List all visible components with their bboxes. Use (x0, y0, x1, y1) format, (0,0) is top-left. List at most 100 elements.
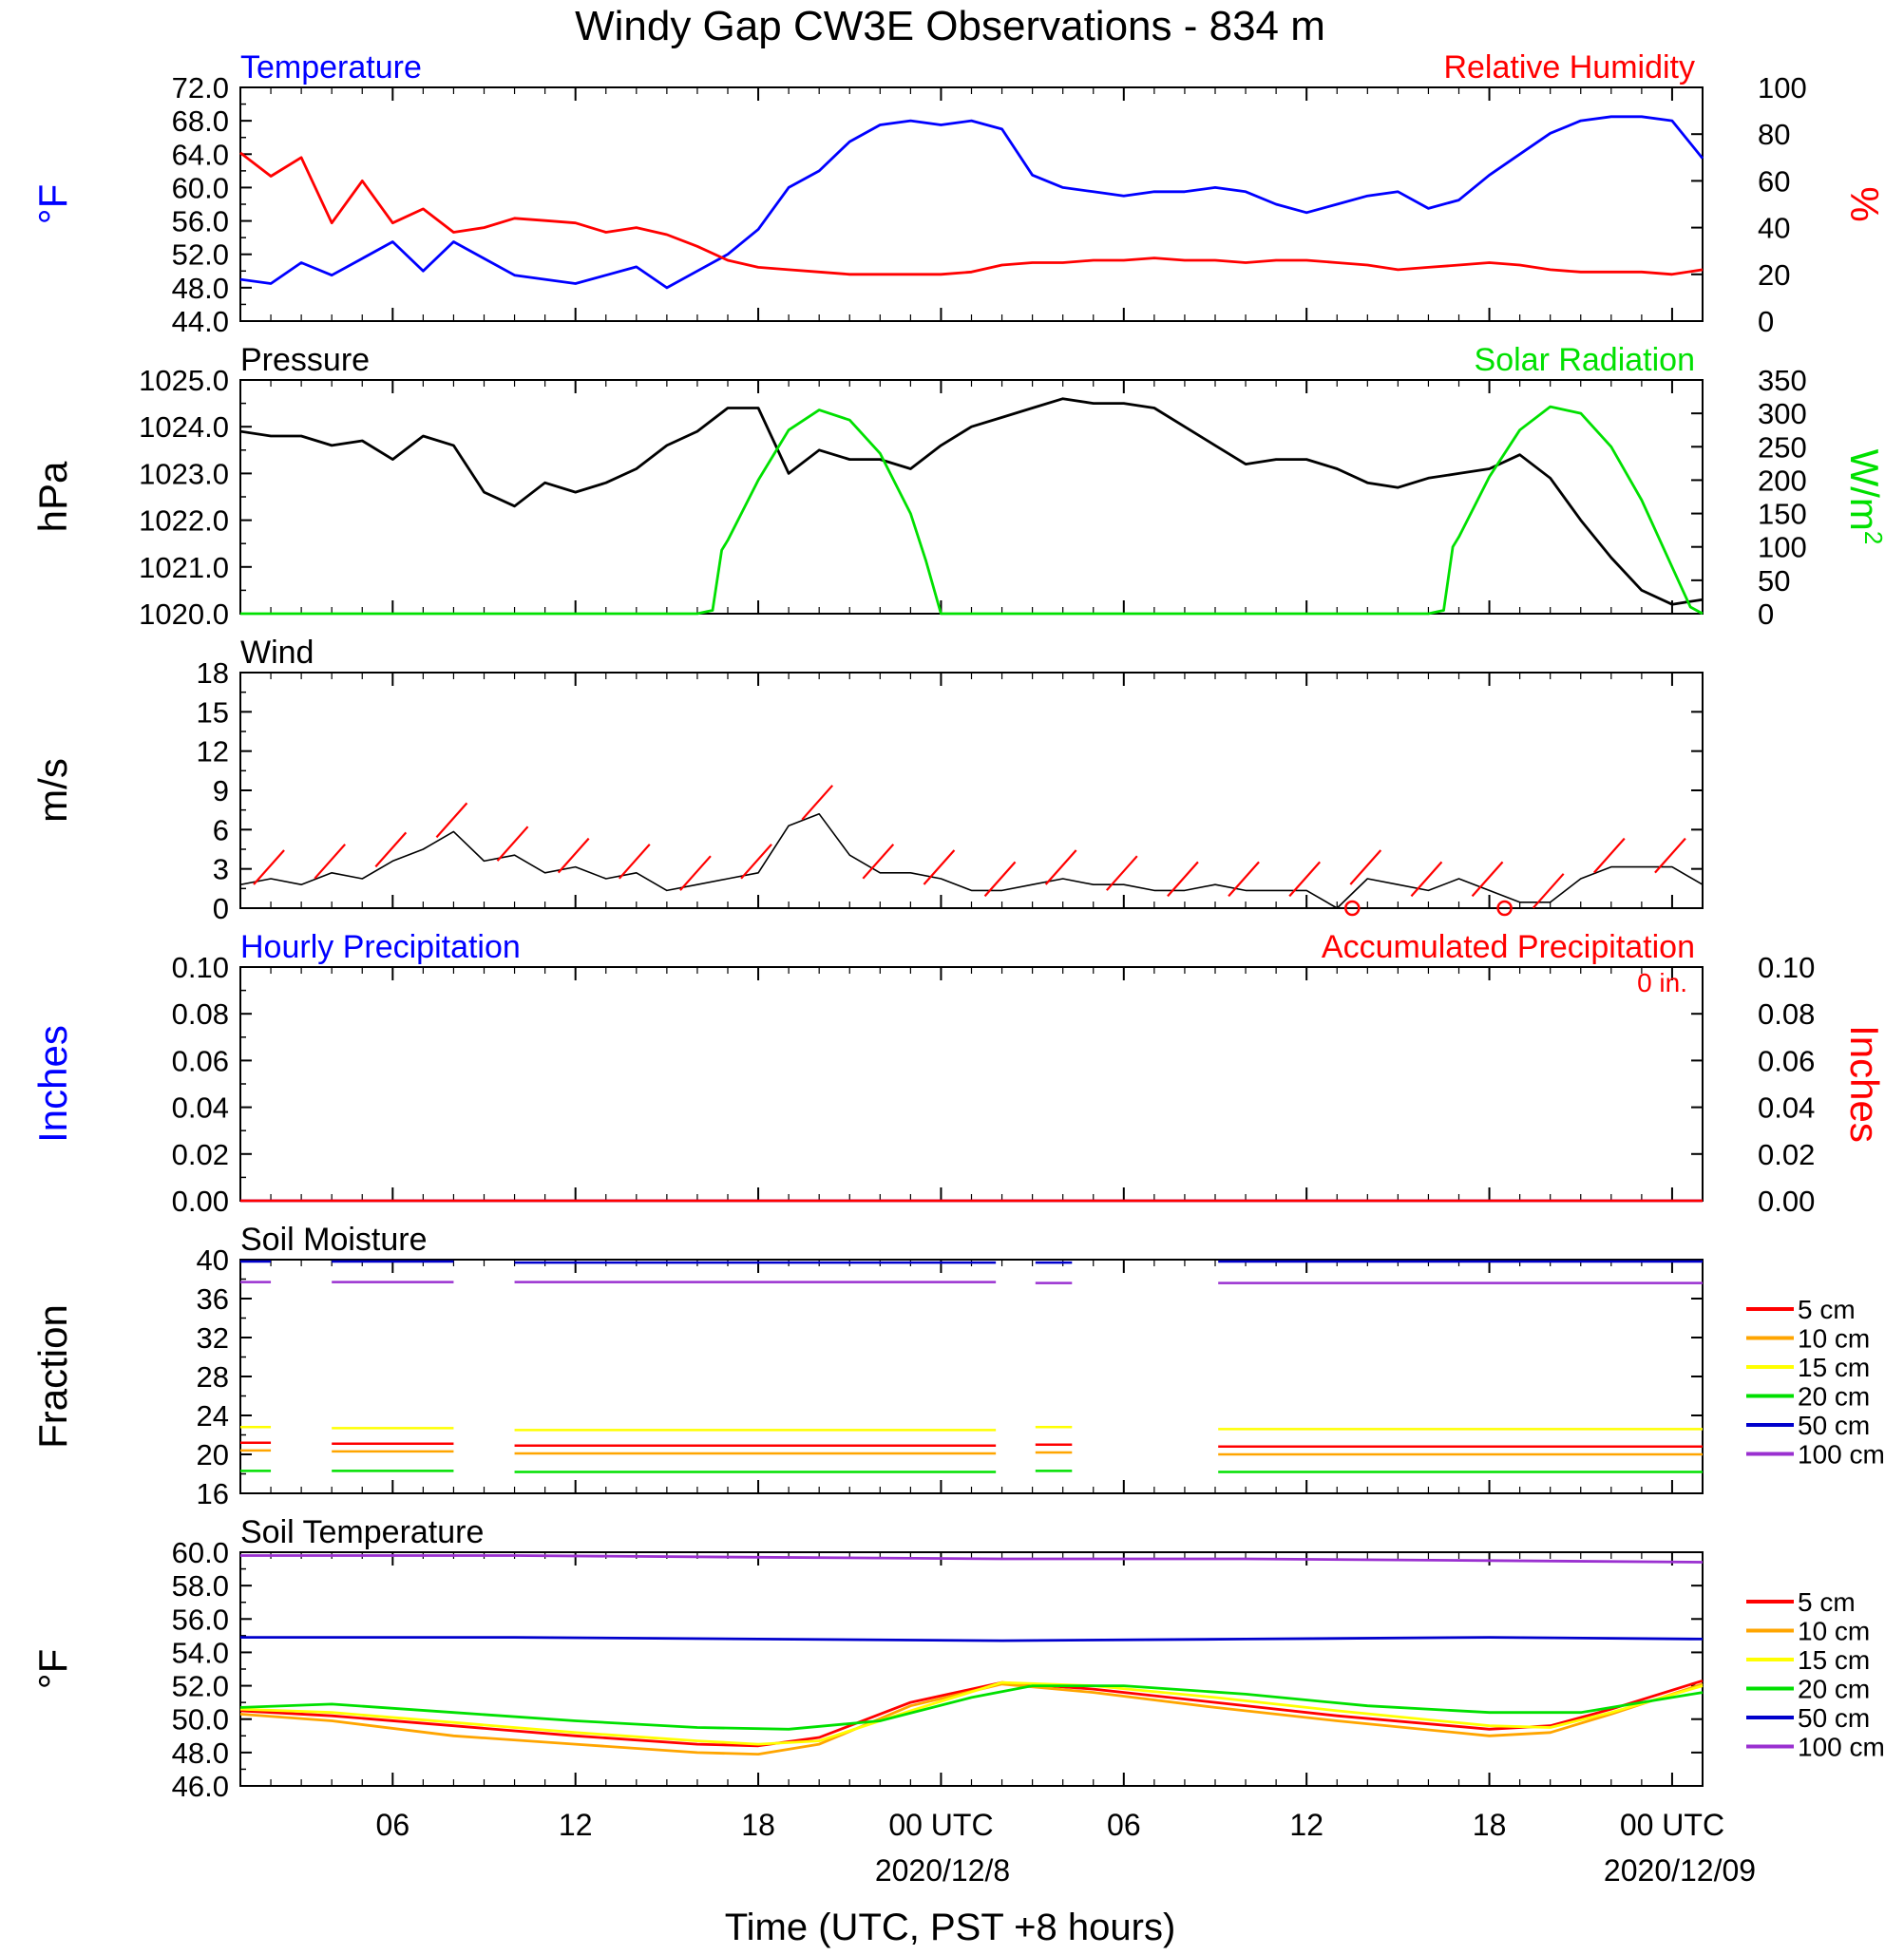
y-tick-label: 28 (197, 1360, 229, 1394)
y-right-tick-label: 0 (1758, 598, 1774, 631)
panel-soil_temperature: 60.058.056.054.052.050.048.046.0 Soil Tem… (30, 1514, 1885, 1803)
y-tick-label: 72.0 (172, 71, 229, 104)
y-tick-label: 12 (197, 735, 229, 769)
y-tick-label: 0.04 (172, 1091, 229, 1125)
wind-barb (801, 785, 834, 821)
y-axis-label-right: Inches (1842, 1025, 1887, 1143)
y-tick-label: 52.0 (172, 238, 229, 272)
panel-frame (239, 86, 1704, 322)
y-tick-label: 0.02 (172, 1138, 229, 1171)
panel-title-left: Soil Temperature (240, 1514, 484, 1550)
x-tick-label: 06 (1107, 1808, 1141, 1842)
series-line-20-cm (239, 1684, 1704, 1731)
y-right-tick-label: 60 (1758, 164, 1790, 198)
y-axis-label-left: °F (30, 1649, 75, 1689)
legend-label: 5 cm (1798, 1587, 1856, 1617)
wind-barb (923, 849, 956, 885)
series-line-wind (239, 812, 1704, 909)
legend-label: 50 cm (1798, 1411, 1870, 1440)
x-tick-label: 00 UTC (888, 1808, 993, 1842)
x-tick-label: 18 (741, 1808, 775, 1842)
wind-barb (496, 826, 529, 862)
y-right-tick-label: 350 (1758, 364, 1807, 397)
y-tick-label: 1023.0 (139, 457, 229, 490)
y-tick-label: 0.00 (172, 1185, 229, 1218)
panel-title-left: Pressure (240, 342, 370, 378)
y-tick-label: 20 (197, 1438, 229, 1471)
panel-frame (239, 379, 1704, 615)
legend-label: 100 cm (1798, 1733, 1885, 1762)
panel-title-right: Solar Radiation (1475, 342, 1695, 378)
wind-barb (1167, 861, 1199, 898)
panel-title-left: Hourly Precipitation (240, 929, 521, 965)
series-line-50-cm (240, 1636, 1704, 1642)
y-axis-label-superscript: 2 (1859, 531, 1888, 544)
y-right-tick-label: 300 (1758, 397, 1807, 430)
y-tick-label: 18 (197, 656, 229, 690)
y-axis-label-right: W/m2 (1842, 449, 1888, 545)
y-tick-label: 50.0 (172, 1703, 229, 1737)
y-axis-label-left: °F (30, 184, 75, 224)
y-tick-label: 32 (197, 1321, 229, 1355)
panel-temperature_humidity: 72.068.064.060.056.052.048.044.0 100 80 60 4… (30, 49, 1887, 338)
panel-frame (239, 672, 1704, 909)
y-right-tick-label: 100 (1758, 71, 1807, 104)
panel-frame (239, 1551, 1704, 1787)
panel-wind: 18 15 12 9 6 3 0 Wind m/s (30, 635, 1704, 925)
y-right-tick-label: 40 (1758, 212, 1790, 245)
y-right-tick-label: 100 (1758, 531, 1807, 564)
y-right-tick-label: 0.02 (1758, 1138, 1815, 1171)
y-tick-label: 60.0 (172, 1536, 229, 1569)
calm-wind-marker (1496, 900, 1513, 917)
panel-title-left: Soil Moisture (240, 1222, 428, 1258)
x-axis-label: Time (UTC, PST +8 hours) (725, 1907, 1176, 1948)
wind-barb (374, 831, 408, 868)
wind-barb (740, 844, 772, 880)
series-line-pressure (239, 397, 1704, 606)
wind-barb (1654, 837, 1686, 874)
y-tick-label: 56.0 (172, 1603, 229, 1636)
legend-label: 15 cm (1798, 1645, 1870, 1675)
panel-frame (239, 1259, 1704, 1494)
y-right-tick-label: 20 (1758, 258, 1790, 292)
wind-barb (862, 844, 895, 880)
y-right-tick-label: 80 (1758, 118, 1790, 151)
legend-label: 100 cm (1798, 1440, 1885, 1470)
x-tick-label: 18 (1473, 1808, 1507, 1842)
y-right-tick-label: 0 (1758, 305, 1774, 338)
x-date-label-1: 2020/12/8 (875, 1853, 1010, 1888)
legend-label: 15 cm (1798, 1353, 1870, 1382)
legend-label: 20 cm (1798, 1382, 1870, 1412)
panel-title-right: Accumulated Precipitation (1322, 929, 1695, 965)
series-line-100-cm (240, 1554, 1704, 1564)
y-right-tick-label: 0.04 (1758, 1091, 1815, 1125)
y-tick-label: 64.0 (172, 138, 229, 171)
wind-barb (679, 855, 712, 891)
series-line-solar-radiation (240, 405, 1704, 616)
y-tick-label: 24 (197, 1399, 229, 1433)
wind-barb (1044, 849, 1077, 885)
y-tick-label: 16 (197, 1477, 229, 1510)
x-date-label-2: 2020/12/09 (1604, 1853, 1756, 1888)
wind-barb (435, 802, 468, 839)
panel-precipitation: 0.10 0.08 0.06 0.04 0.02 0.00 0.10 0.08 0.06 0.04… (30, 929, 1887, 1218)
panel-frame (239, 966, 1704, 1202)
y-tick-label: 1024.0 (139, 410, 229, 444)
y-tick-label: 0.10 (172, 951, 229, 984)
y-right-tick-label: 200 (1758, 464, 1807, 497)
legend-label: 50 cm (1798, 1703, 1870, 1733)
y-tick-label: 52.0 (172, 1670, 229, 1703)
y-tick-label: 3 (213, 853, 229, 886)
wind-barb (1228, 861, 1260, 898)
panel-pressure_solar: 1025.0 1024.0 1023.0 1022.0 1021.0 1020.0 3503… (30, 342, 1888, 631)
y-right-tick-label: 50 (1758, 564, 1790, 598)
x-tick-label: 06 (376, 1808, 410, 1842)
wind-barb (557, 837, 590, 874)
y-tick-label: 1022.0 (139, 504, 229, 538)
x-tick-label: 00 UTC (1620, 1808, 1724, 1842)
x-tick-label: 12 (559, 1808, 593, 1842)
y-tick-label: 54.0 (172, 1636, 229, 1669)
y-tick-label: 48.0 (172, 272, 229, 305)
